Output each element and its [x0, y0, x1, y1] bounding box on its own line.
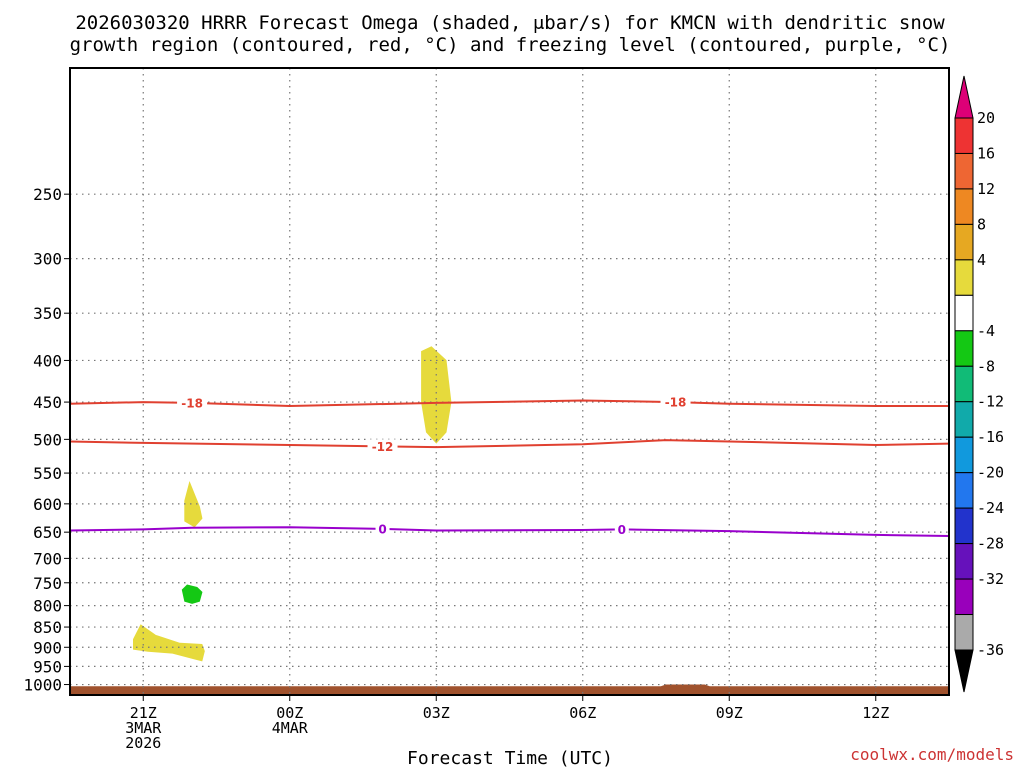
- colorbar-label-0: 20: [977, 109, 995, 127]
- y-tick-label-400: 400: [33, 351, 62, 370]
- freezing-level-label-0: 0: [378, 522, 386, 536]
- y-tick-label-300: 300: [33, 250, 62, 269]
- y-tick-label-450: 450: [33, 393, 62, 412]
- colorbar-bin-5: [954, 294, 974, 332]
- omega-area-2130z-upper: [184, 481, 203, 528]
- colorbar-label-7: -8: [977, 357, 995, 375]
- colorbar-label-9: -16: [977, 428, 1004, 446]
- x-tick-label-9-0: 06Z: [569, 704, 596, 722]
- dgz-minus18-label-bg-0: [177, 395, 208, 410]
- colorbar-label-bottom: -36: [977, 641, 1004, 659]
- colorbar-bin-3: [954, 223, 974, 261]
- y-tick-label-350: 350: [33, 304, 62, 323]
- colorbar-bin-2: [954, 188, 974, 225]
- title-line-2: growth region (contoured, red, °C) and f…: [70, 34, 951, 56]
- freezing-level-label-bg-0: [375, 521, 390, 536]
- colorbar-bin-11: [954, 507, 974, 545]
- colorbar-bin-7: [954, 365, 974, 403]
- dgz-minus18-label-bg-1: [660, 395, 691, 410]
- dgz-minus18-line: [70, 399, 949, 408]
- colorbar-label-4: 4: [977, 251, 986, 269]
- x-tick-label-3-1: 4MAR: [272, 719, 309, 737]
- y-tick-label-900: 900: [33, 638, 62, 657]
- colorbar-bin-8: [954, 401, 974, 438]
- x-tick-label-3-0: 00Z: [276, 704, 303, 722]
- title-line-1: 2026030320 HRRR Forecast Omega (shaded, …: [75, 12, 945, 34]
- dgz-minus12-label-0: -12: [372, 440, 394, 454]
- y-tick-label-700: 700: [33, 549, 62, 568]
- x-tick-label-0-1: 3MAR: [125, 719, 162, 737]
- y-tick-label-850: 850: [33, 618, 62, 637]
- y-tick-label-500: 500: [33, 430, 62, 449]
- omega-area-2130z-mid: [181, 584, 203, 604]
- y-tick-label-800: 800: [33, 597, 62, 616]
- x-tick-label-0-2: 2026: [125, 734, 161, 752]
- y-tick-label-600: 600: [33, 495, 62, 514]
- colorbar-bin-12: [954, 543, 974, 580]
- colorbar-label-12: -28: [977, 535, 1004, 553]
- freezing-level-line: [70, 526, 949, 537]
- dgz-minus12-label-bg-0: [367, 439, 398, 454]
- freezing-level-label-bg-1: [614, 522, 629, 537]
- colorbar-label-2: 12: [977, 180, 995, 198]
- colorbar-bin-4: [954, 259, 974, 296]
- plot-area: -18 -18 -12 0 0: [70, 68, 949, 695]
- x-tick-label-12-0: 09Z: [716, 704, 743, 722]
- freezing-level-label-1: 0: [618, 523, 626, 537]
- dgz-minus18-label-0: -18: [181, 396, 203, 410]
- y-tick-label-650: 650: [33, 523, 62, 542]
- y-tick-label-950: 950: [33, 657, 62, 676]
- x-tick-label-6-0: 03Z: [423, 704, 450, 722]
- colorbar-bin-9: [954, 436, 974, 474]
- credit-text: coolwx.com/models: [850, 745, 1014, 764]
- colorbar-label-10: -20: [977, 464, 1004, 482]
- omega-area-21z-lower: [133, 624, 205, 662]
- colorbar-bin-13: [954, 578, 974, 616]
- plot-frame: [69, 67, 950, 696]
- y-tick-label-250: 250: [33, 185, 62, 204]
- y-tick-label-750: 750: [33, 574, 62, 593]
- colorbar-label-11: -24: [977, 499, 1004, 517]
- x-axis-label: Forecast Time (UTC): [407, 748, 613, 768]
- colorbar-bin-10: [954, 472, 974, 509]
- y-tick-label-1000: 1000: [23, 676, 62, 695]
- x-tick-label-15-0: 12Z: [862, 704, 889, 722]
- colorbar-label-6: -4: [977, 322, 995, 340]
- y-tick-label-550: 550: [33, 464, 62, 483]
- colorbar-label-8: -12: [977, 393, 1004, 411]
- colorbar-label-3: 8: [977, 215, 986, 233]
- colorbar-bin-0: [954, 117, 974, 154]
- colorbar-bin-14: [954, 614, 974, 651]
- colorbar-bin-1: [954, 152, 974, 190]
- colorbar-label-1: 16: [977, 144, 995, 162]
- x-tick-label-0-0: 21Z: [130, 704, 157, 722]
- dgz-minus18-label-1: -18: [665, 396, 687, 410]
- colorbar-label-13: -32: [977, 570, 1004, 588]
- dgz-minus12-line: [70, 439, 949, 449]
- colorbar-bin-6: [954, 330, 974, 367]
